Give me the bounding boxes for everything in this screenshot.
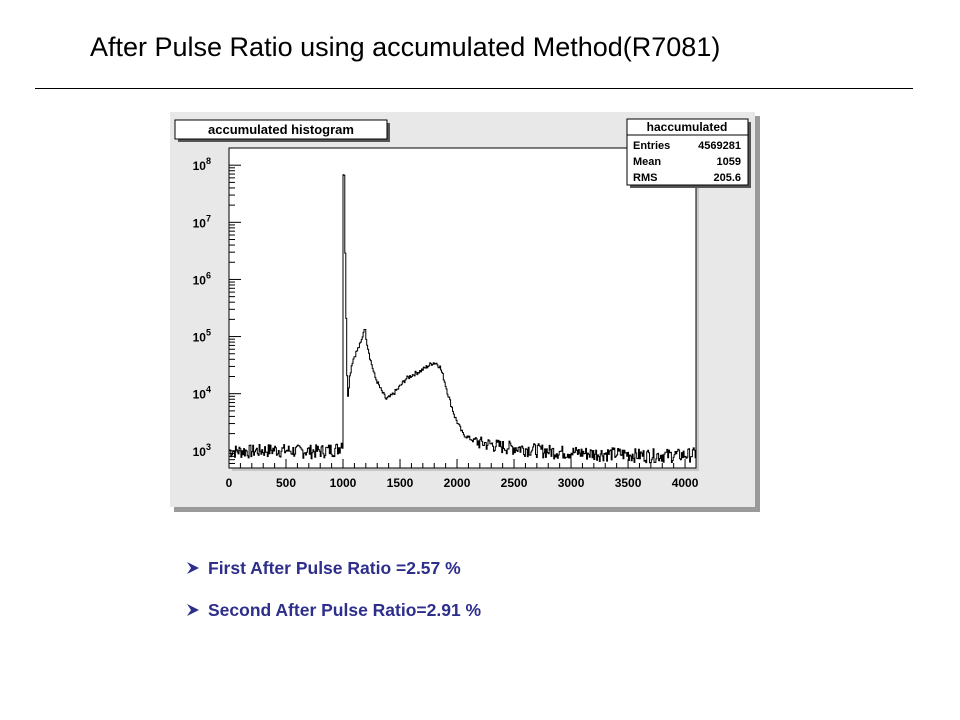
histogram-series-line: [229, 174, 696, 464]
x-tick-label: 2000: [444, 476, 471, 490]
stats-label-mean: Mean: [633, 156, 661, 168]
chart-title: accumulated histogram: [208, 122, 354, 137]
x-tick-label: 0: [226, 476, 233, 490]
x-tick-label: 3000: [558, 476, 585, 490]
x-tick-label: 1000: [330, 476, 357, 490]
arrowhead-bullet-icon: [186, 561, 204, 575]
y-tick-label: 104: [193, 385, 211, 402]
x-tick-label: 500: [276, 476, 296, 490]
stats-label-entries: Entries: [633, 140, 670, 152]
stats-value-mean: 1059: [717, 156, 741, 168]
y-tick-label: 105: [193, 328, 211, 345]
stats-box-title: haccumulated: [647, 120, 728, 134]
stats-label-rms: RMS: [633, 172, 657, 184]
stats-value-rms: 205.6: [713, 172, 741, 184]
x-tick-label: 3500: [615, 476, 642, 490]
x-tick-label: 1500: [387, 476, 414, 490]
bullet-text-first: First After Pulse Ratio =2.57 %: [208, 557, 461, 578]
stats-box: [626, 118, 749, 186]
bullet-item-first: First After Pulse Ratio =2.57 %: [186, 556, 481, 580]
bullet-item-second: Second After Pulse Ratio=2.91 %: [186, 598, 481, 622]
y-tick-label: 103: [193, 442, 211, 459]
stats-value-entries: 4569281: [698, 140, 741, 152]
axes-group: 0 500 1000 1500 2000 2500 3000 3500 4000 103 104 10…: [193, 147, 699, 490]
y-tick-label: 106: [193, 270, 211, 287]
title-divider: [35, 88, 913, 89]
title-box: [174, 119, 388, 140]
slide-title: After Pulse Ratio using accumulated Meth…: [90, 32, 721, 62]
x-tick-label: 4000: [672, 476, 699, 490]
bullet-list: First After Pulse Ratio =2.57 % Second A…: [186, 556, 481, 640]
y-tick-label: 108: [193, 156, 211, 173]
x-tick-label: 2500: [501, 476, 528, 490]
y-tick-label: 107: [193, 213, 211, 230]
bullet-text-second: Second After Pulse Ratio=2.91 %: [208, 599, 482, 620]
histogram-svg: 0 500 1000 1500 2000 2500 3000 3500 4000 103 104 10…: [170, 112, 760, 512]
arrowhead-bullet-icon: [186, 603, 204, 617]
histogram-chart: 0 500 1000 1500 2000 2500 3000 3500 4000 103 104 10…: [170, 112, 760, 512]
plot-area: [228, 147, 697, 469]
